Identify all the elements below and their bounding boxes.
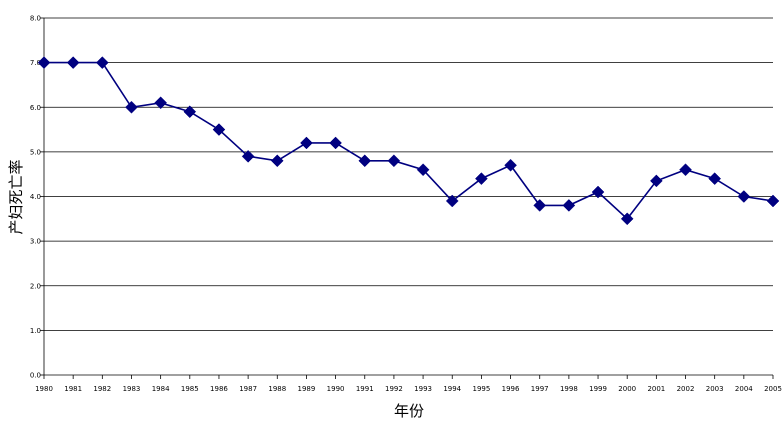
data-point-marker [533, 199, 547, 212]
data-point-marker [125, 100, 138, 114]
x-tick-label: 1981 [64, 385, 82, 393]
data-point-marker [154, 96, 167, 110]
y-tick-label: 6.0 [30, 104, 41, 112]
data-point-marker [591, 185, 605, 199]
data-point-marker [708, 172, 722, 186]
y-tick-label: 8.0 [30, 15, 41, 23]
x-tick-label: 2003 [706, 385, 724, 393]
x-axis-title: 年份 [394, 402, 424, 420]
data-point-marker [270, 154, 284, 168]
x-tick-label: 1982 [93, 385, 111, 393]
data-point-marker [329, 136, 342, 150]
data-point-marker [679, 163, 692, 177]
data-point-marker [183, 105, 197, 119]
y-tick-label: 2.0 [30, 282, 41, 290]
x-tick-label: 1980 [35, 385, 53, 393]
y-tick-labels: 0.0 1.0 2.0 3.0 4.0 5.0 6.0 7.0 8.0 [30, 15, 41, 380]
data-point-marker [95, 56, 109, 69]
x-tick-label: 2005 [764, 385, 782, 393]
axes [40, 17, 774, 379]
x-tick-label: 1986 [210, 385, 228, 393]
x-tick-label: 1997 [531, 385, 549, 393]
x-tick-label: 1993 [414, 385, 432, 393]
data-point-marker [620, 212, 634, 226]
y-tick-label: 4.0 [30, 193, 41, 201]
data-point-marker [37, 56, 51, 69]
data-point-marker [766, 194, 780, 208]
x-tick-label: 1983 [123, 385, 141, 393]
data-point-marker [416, 163, 430, 177]
data-point-marker [475, 172, 488, 186]
x-tick-label: 2001 [647, 385, 665, 393]
data-point-marker [737, 190, 751, 203]
y-tick-label: 7.0 [30, 59, 41, 67]
x-tick-label: 1998 [560, 385, 578, 393]
y-gridlines [44, 17, 773, 331]
data-point-marker [387, 154, 401, 168]
x-tick-label: 1999 [589, 385, 607, 393]
data-point-marker [504, 158, 517, 172]
x-tick-label: 2000 [618, 385, 636, 393]
x-tick-label: 1992 [385, 385, 403, 393]
series-line [44, 61, 774, 220]
data-point-marker [650, 174, 663, 188]
x-tick-label: 1995 [472, 385, 490, 393]
x-tick-label: 1988 [268, 385, 286, 393]
data-point-marker [300, 136, 313, 150]
y-axis-title: 产妇死亡率 [7, 159, 25, 234]
x-tick-label: 1984 [152, 385, 170, 393]
y-tick-label: 1.0 [30, 327, 41, 335]
x-tick-label: 1989 [298, 385, 316, 393]
x-tick-label: 1996 [502, 385, 520, 393]
x-tick-label: 1990 [327, 385, 345, 393]
data-point-marker [212, 123, 226, 136]
data-point-marker [241, 149, 255, 163]
x-tick-label: 2002 [677, 385, 695, 393]
x-tick-label: 2004 [735, 385, 753, 393]
y-tick-label: 0.0 [30, 372, 41, 380]
data-point-marker [562, 199, 576, 212]
y-tick-label: 5.0 [30, 148, 41, 156]
data-point-marker [445, 194, 459, 208]
x-tick-labels: 1980 1981 1982 1983 1984 1985 1986 1987 1988 1989… [35, 385, 782, 393]
x-tick-label: 1994 [443, 385, 461, 393]
x-tick-label: 1987 [239, 385, 257, 393]
y-tick-label: 3.0 [30, 238, 41, 246]
x-tick-label: 1991 [356, 385, 374, 393]
data-point-marker [358, 154, 372, 168]
data-point-marker [66, 56, 80, 69]
x-tick-label: 1985 [181, 385, 199, 393]
series-markers [37, 56, 780, 226]
